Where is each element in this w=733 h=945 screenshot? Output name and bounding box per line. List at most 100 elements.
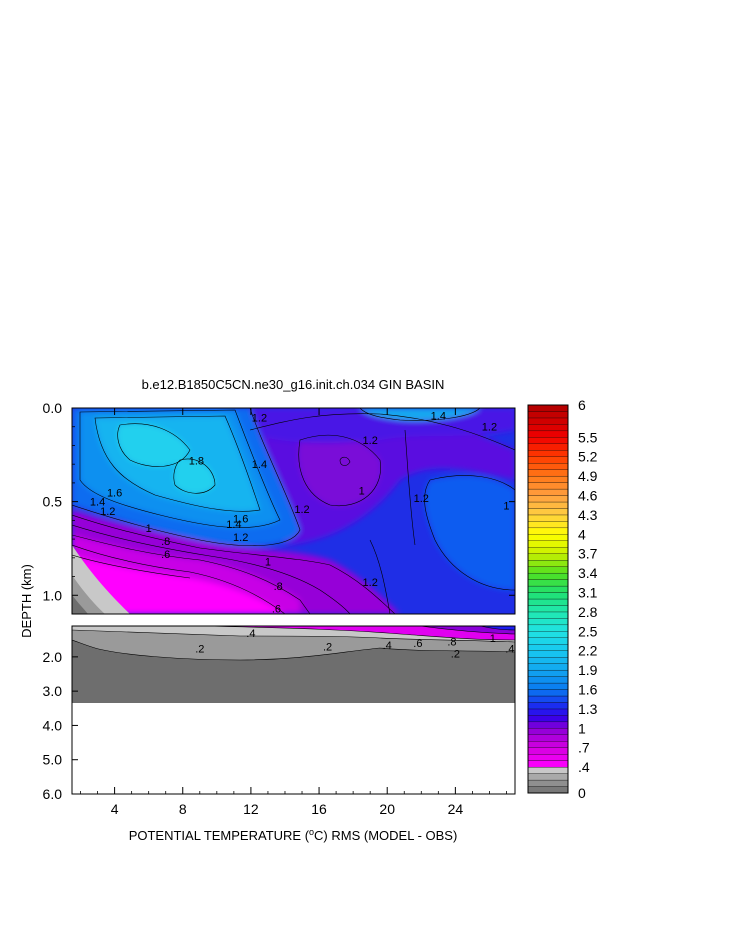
colorbar-swatch [527, 463, 569, 470]
contour-line [424, 479, 515, 591]
colorbar-swatch [527, 760, 569, 768]
y-tick-label: 3.0 [43, 683, 63, 699]
contour-line [72, 629, 515, 643]
colorbar-swatch [527, 708, 569, 716]
upper-contour-labels: 1.2 1.41.21.21.8 1.411.21.21.61.41.21.61.4… [90, 410, 510, 615]
colorbar-label: 3.7 [578, 546, 598, 562]
contour-line [429, 475, 515, 491]
y-tick-label: 6.0 [43, 786, 63, 802]
contour-line [419, 626, 515, 635]
colorbar-swatch [527, 560, 569, 567]
x-axis: 4 8 12 16 20 24 [80, 408, 507, 817]
y-axis-upper: 0.0 0.5 1.0 [43, 400, 515, 615]
region-cyan-top-right [360, 408, 480, 421]
x-axis-label-prefix: POTENTIAL TEMPERATURE ( [129, 828, 310, 843]
colorbar-swatch [527, 786, 569, 794]
colorbar-swatch [527, 592, 569, 600]
contour-label: .6 [413, 638, 422, 650]
colorbar-swatch [527, 450, 569, 457]
x-tick-label: 8 [179, 801, 187, 817]
x-tick-label: 16 [311, 801, 327, 817]
colorbar-swatch [527, 682, 569, 690]
contour-line [72, 534, 311, 614]
lower-contour-lines [72, 626, 515, 661]
contour-label: 1.2 [100, 506, 115, 518]
colorbar-swatch [527, 669, 569, 677]
y-axis-label: DEPTH (km) [19, 564, 34, 638]
colorbar-swatch [527, 566, 569, 574]
region-purple-core [298, 435, 381, 506]
x-tick-label: 12 [243, 801, 259, 817]
region-cyan-core-a [117, 423, 190, 467]
colorbar-swatch [527, 424, 569, 432]
contour-line [117, 423, 191, 467]
colorbar-swatch [527, 469, 569, 477]
y-tick-label: 2.0 [43, 649, 63, 665]
contour-label: 1.6 [107, 487, 122, 499]
colorbar-swatch [527, 618, 569, 626]
x-tick-label: 24 [448, 801, 464, 817]
colorbar-swatch [527, 547, 569, 554]
colorbar-swatch [527, 695, 569, 703]
contour-label: .2 [323, 642, 332, 654]
contour-line [298, 434, 381, 507]
contour-line [72, 544, 286, 614]
colorbar-swatch [527, 650, 569, 658]
x-axis-label-suffix: C) RMS (MODEL - OBS) [314, 828, 457, 843]
colorbar-label: .7 [578, 740, 590, 756]
colorbar [527, 404, 569, 794]
upper-panel-frame [71, 407, 516, 615]
contour-line [249, 413, 515, 451]
y-tick-label: 4.0 [43, 717, 63, 733]
colorbar-swatch [527, 754, 569, 761]
lower-panel [72, 626, 515, 703]
colorbar-swatch [527, 605, 569, 613]
lower-panel-frame [71, 625, 516, 795]
x-axis-label: POTENTIAL TEMPERATURE (oC) RMS (MODEL - … [129, 827, 458, 843]
contour-label: 1 [359, 485, 365, 497]
colorbar-swatch [527, 488, 569, 496]
y-tick-label: 0.5 [43, 494, 63, 510]
contour-label: 1 [490, 633, 496, 645]
colorbar-labels: 6 5.5 5.2 4.9 4.6 4.3 4 3.7 3.4 3.1 2.8 2.5 2.2 1.9 1.… [578, 397, 598, 801]
colorbar-swatch [527, 430, 569, 438]
contour-label: 1.2 [414, 493, 429, 505]
colorbar-label: 2.5 [578, 623, 598, 639]
colorbar-swatch [527, 501, 569, 509]
contour-label: 1.4 [90, 497, 105, 509]
upper-panel [72, 408, 515, 614]
contour-label: .6 [161, 549, 170, 561]
colorbar-label: 3.1 [578, 585, 598, 601]
x-axis-label-degree: o [309, 827, 314, 837]
contour-line [72, 554, 191, 579]
colorbar-swatch [527, 411, 569, 419]
colorbar-label: 2.2 [578, 643, 598, 659]
colorbar-swatch [527, 721, 569, 729]
region-cyan-core-b [173, 459, 215, 494]
contour-label: 1 [265, 557, 271, 569]
colorbar-swatch [527, 404, 569, 412]
contour-label: 1.4 [226, 519, 241, 531]
colorbar-swatch [527, 741, 569, 748]
contour-label: .4 [246, 628, 255, 640]
contour-label: 1.6 [233, 513, 248, 525]
contour-label: 1 [146, 523, 152, 535]
colorbar-swatch [527, 676, 569, 684]
colorbar-swatch [527, 747, 569, 755]
colorbar-swatch [527, 611, 569, 619]
contour-line [72, 524, 351, 614]
colorbar-swatch [527, 437, 569, 444]
colorbar-swatch [527, 624, 569, 632]
colorbar-swatch [527, 456, 569, 464]
colorbar-label: 5.5 [578, 429, 598, 445]
contour-label: 1.4 [431, 410, 446, 422]
colorbar-label: .4 [578, 759, 590, 775]
contour-line [72, 639, 515, 661]
colorbar-swatch [527, 527, 569, 535]
region-gray-dark [72, 595, 88, 614]
colorbar-label: 1.6 [578, 682, 598, 698]
colorbar-label: 4.3 [578, 507, 598, 523]
contour-line [359, 408, 481, 421]
colorbar-label: 4 [578, 526, 586, 542]
chart-title: b.e12.B1850C5CN.ne30_g16.init.ch.034 GIN… [142, 377, 445, 392]
